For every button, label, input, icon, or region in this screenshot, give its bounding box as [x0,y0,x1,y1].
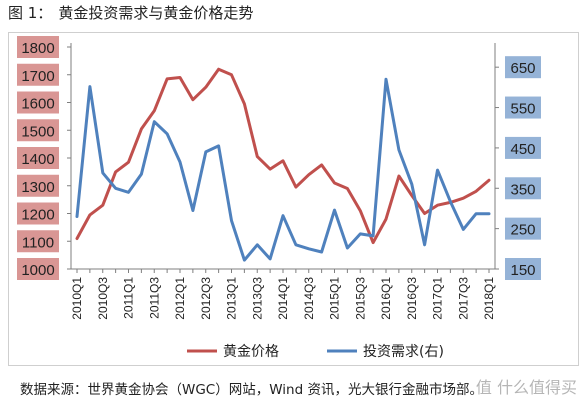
left-tick-label: 1400 [21,151,54,168]
left-tick-bg [17,147,59,169]
x-tick-label: 2018Q1 [482,277,496,320]
x-tick-label: 2010Q1 [70,277,84,320]
x-tick-label: 2017Q1 [431,277,445,320]
right-tick-label: 450 [510,141,535,158]
x-tick-label: 2012Q3 [199,277,213,320]
left-tick-label: 1100 [22,234,54,251]
watermark: 值 什么值得买 [475,378,577,397]
left-tick-bg [17,119,59,142]
left-tick-label: 1600 [21,96,54,113]
left-tick-label: 1500 [21,123,54,140]
x-tick-label: 2011Q1 [122,277,136,319]
x-tick-label: 2016Q3 [405,277,419,320]
right-tick-bg [505,177,541,200]
left-tick-bg [17,36,59,58]
x-tick-label: 2014Q3 [302,277,316,320]
x-tick-label: 2011Q3 [147,277,161,319]
right-tick-bg [505,258,541,280]
left-axis-labels: 1000 1100 1200 1300 1400 1500 1600 1700 1800 [17,36,59,280]
figure-title: 图 1： 黄金投资需求与黄金价格走势 [8,2,253,23]
right-tick-label: 250 [510,222,535,239]
right-tick-bg [505,56,541,79]
right-tick-label: 550 [510,101,535,118]
right-tick-label: 350 [510,181,535,198]
left-tick-bg [17,230,59,253]
source-note: 数据来源：世界黄金协会（WGC）网站，Wind 资讯，光大银行金融市场部。 [20,382,483,398]
left-tick-label: 1200 [21,207,54,224]
left-tick-label: 1300 [21,179,54,196]
x-tick-label: 2016Q1 [379,277,393,320]
left-tick-label: 1000 [21,262,54,279]
right-tick-label: 150 [510,262,535,279]
investment-demand-line [75,77,491,262]
legend-label: 黄金价格 [223,343,279,360]
axes [67,43,499,273]
x-tick-label: 2015Q3 [353,277,367,320]
right-axis-labels: 150 250 350 450 550 650 [505,56,541,280]
left-tick-label: 1700 [21,68,54,85]
x-tick-label: 2014Q1 [276,277,290,320]
right-tick-bg [505,217,541,240]
left-tick-bg [17,63,59,86]
chart-frame: 1000 1100 1200 1300 1400 1500 1600 1700 1800 150… [8,32,579,366]
x-tick-label: 2012Q1 [173,277,187,320]
x-tick-label: 2013Q1 [225,277,239,320]
figure-caption: 黄金投资需求与黄金价格走势 [58,4,254,22]
gold-price-line [75,67,491,245]
chart-svg: 1000 1100 1200 1300 1400 1500 1600 1700 1800 150… [17,36,541,360]
left-tick-bg [17,202,59,225]
x-tick-label: 2015Q1 [328,277,342,320]
left-tick-bg [17,174,59,197]
right-tick-bg [505,136,541,159]
figure-number: 图 1： [8,4,53,22]
x-tick-label: 2013Q3 [250,277,264,320]
legend: 黄金价格 投资需求(右) [187,343,444,360]
series-lines [75,67,491,262]
left-tick-bg [17,258,59,280]
right-tick-bg [505,96,541,119]
x-tick-label: 2010Q3 [96,277,110,320]
x-axis-labels: 2010Q1 2010Q3 2011Q1 2011Q3 2012Q1 2012Q3 2013… [70,277,496,320]
x-tick-label: 2017Q3 [456,277,470,320]
left-tick-bg [17,91,59,114]
right-tick-label: 650 [510,60,535,77]
legend-label: 投资需求(右) [363,344,444,360]
left-tick-label: 1800 [21,40,54,57]
